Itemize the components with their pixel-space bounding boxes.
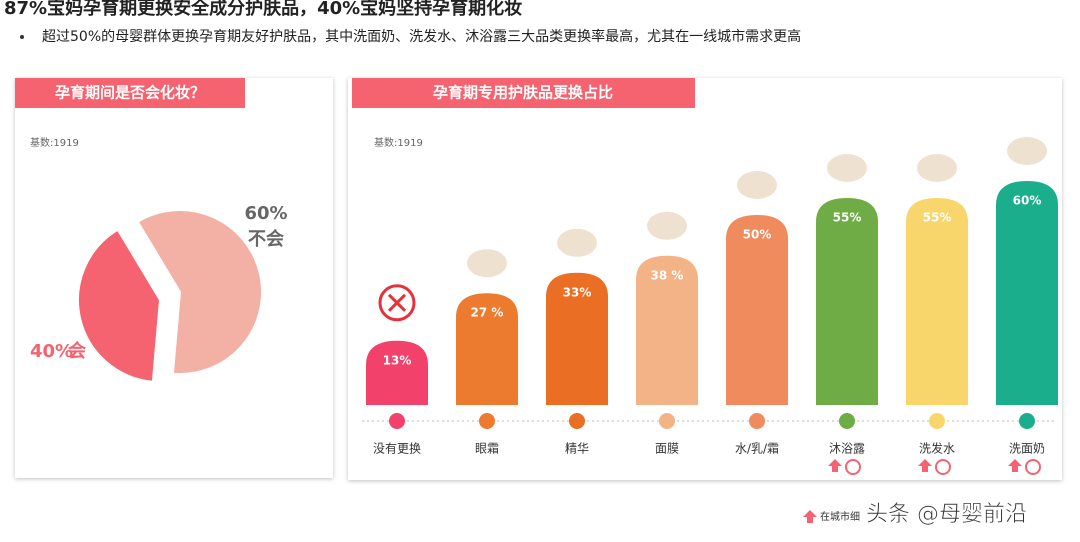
bar-value-label: 55%	[923, 211, 952, 225]
city-icon	[1025, 459, 1041, 475]
category-dot	[569, 413, 585, 429]
city-icon	[935, 459, 951, 475]
legend-text: 在城市细	[820, 510, 860, 523]
bar-value-label: 33%	[563, 285, 592, 299]
legend-arrow	[803, 510, 817, 523]
watermark: 头条 @母婴前沿	[866, 502, 1027, 527]
bar	[636, 255, 698, 405]
city-arrow	[1008, 459, 1022, 472]
pie-value-label: 60%	[244, 203, 287, 224]
bar	[996, 181, 1058, 405]
product-icon	[1007, 137, 1047, 165]
bar-value-label: 50%	[743, 228, 772, 242]
bar-value-label: 55%	[833, 211, 862, 225]
category-dot	[839, 413, 855, 429]
pie-note: 基数:1919	[30, 136, 79, 149]
category-dot	[749, 413, 765, 429]
bar-title: 孕育期专用护肤品更换占比	[433, 84, 613, 102]
product-icon	[827, 154, 867, 182]
x-tick-label: 沐浴露	[829, 442, 865, 456]
bar	[456, 293, 518, 405]
category-dot	[659, 413, 675, 429]
x-tick-label: 精华	[565, 442, 589, 456]
city-icon	[845, 459, 861, 475]
pie-category-label: 会	[68, 340, 86, 362]
category-dot	[389, 413, 405, 429]
no-icon-cross	[387, 293, 407, 312]
x-tick-label: 洗发水	[919, 441, 955, 456]
pie-slice	[136, 209, 263, 375]
bar-title-bg	[352, 78, 695, 108]
pie-title-bg	[15, 78, 245, 108]
product-icon	[467, 249, 507, 278]
no-icon	[378, 284, 416, 322]
pie-title: 孕育期间是否会化妆？	[55, 84, 205, 102]
x-tick-label: 面膜	[655, 442, 679, 456]
product-icon	[737, 171, 777, 199]
x-tick-label: 眼霜	[475, 442, 499, 456]
city-arrow	[918, 459, 932, 472]
bar-value-label: 27 %	[471, 306, 504, 320]
pie-category-label: 不会	[248, 228, 284, 250]
category-dot	[929, 413, 945, 429]
bar	[906, 198, 968, 405]
x-tick-label: 没有更换	[373, 441, 421, 456]
bar-value-label: 38 %	[651, 268, 684, 282]
product-icon	[647, 211, 687, 240]
x-tick-label: 水/乳/霜	[735, 442, 779, 456]
category-dot	[1019, 413, 1035, 429]
bar	[546, 272, 608, 405]
pie-value-label: 40%	[30, 341, 73, 362]
category-dot	[479, 413, 495, 429]
bar	[726, 215, 788, 405]
bar-note: 基数:1919	[374, 136, 423, 149]
bullet-dot	[20, 35, 24, 39]
bar	[366, 340, 428, 405]
page-title: 87%宝妈孕育期更换安全成分护肤品，40%宝妈坚持孕育期化妆	[4, 0, 522, 19]
pie-slice	[77, 228, 162, 383]
pie-chart: 40%会 60% 不会	[30, 203, 288, 383]
bullet-text: 超过50%的母婴群体更换孕育期友好护肤品，其中洗面奶、洗发水、沐浴露三大品类更换…	[42, 28, 801, 45]
bar-chart: 13% 没有更换 27 % 眼霜 33% 精华 38 % 面膜 50% 水/乳/霜 55% 沐浴露 55…	[366, 137, 1058, 475]
x-tick-label: 洗面奶	[1009, 442, 1045, 456]
product-icon	[557, 228, 597, 257]
bar-value-label: 60%	[1013, 194, 1042, 208]
bar-value-label: 13%	[383, 353, 412, 367]
bar	[816, 198, 878, 405]
city-arrow	[828, 459, 842, 472]
product-icon	[917, 154, 957, 182]
